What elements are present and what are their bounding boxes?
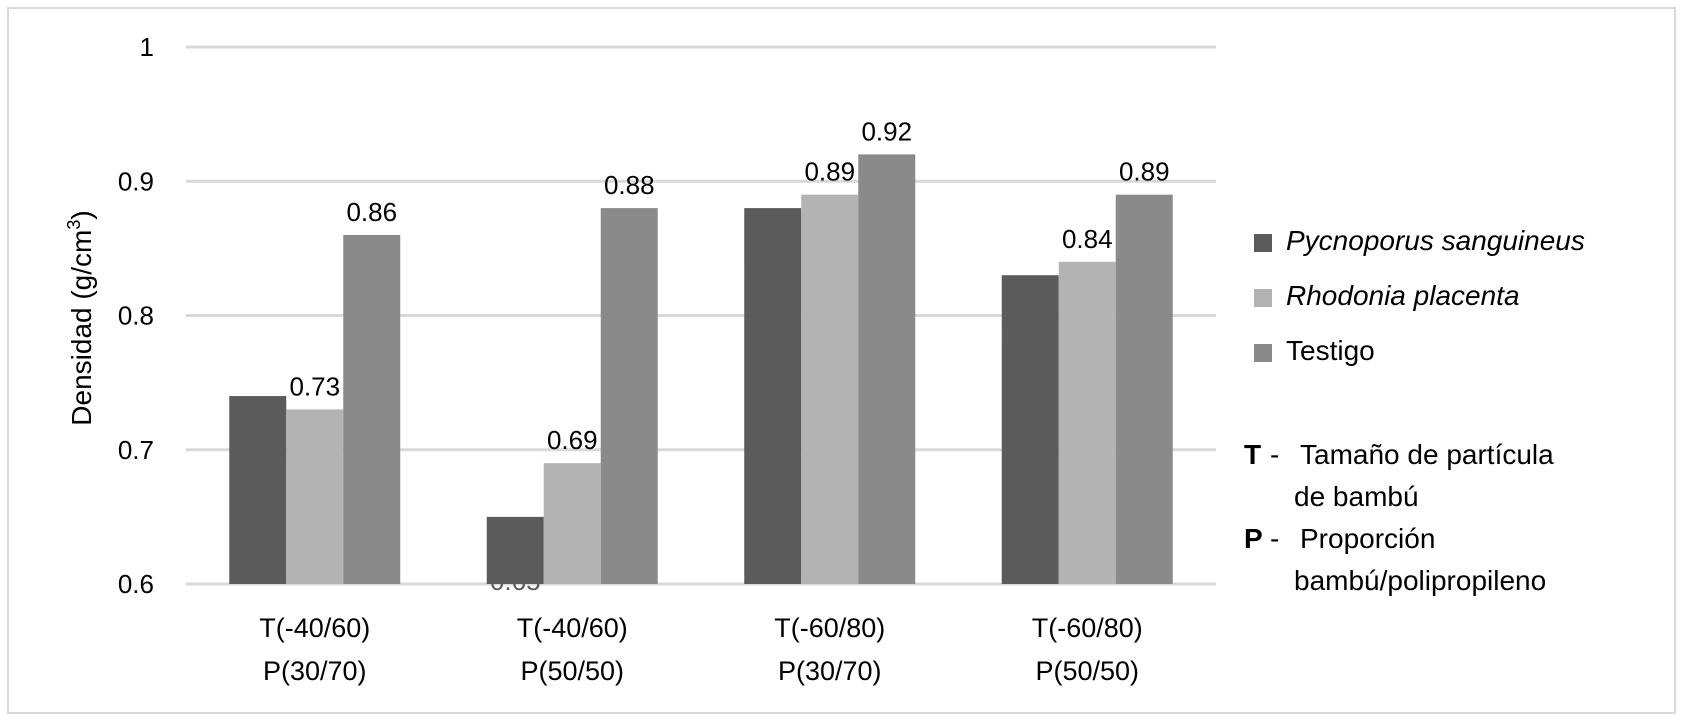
x-category-label: T(-40/60) [259, 613, 370, 643]
bar-1-3 [744, 208, 802, 584]
note-separator: - [1270, 439, 1280, 470]
bar-1-1 [229, 396, 287, 584]
data-label: 0.74 [232, 445, 283, 475]
data-label: 0.65 [490, 566, 541, 596]
data-label: 0.83 [1005, 324, 1056, 354]
note-p: P - Proporción [1244, 518, 1554, 560]
x-category-label: P(30/70) [263, 656, 367, 686]
data-label: 0.69 [547, 425, 598, 455]
bar-3-4 [1115, 194, 1173, 585]
legend-label: Rhodonia placenta [1286, 280, 1520, 311]
bar-2-4 [1058, 261, 1116, 584]
note-key: P [1244, 523, 1263, 554]
data-label: 0.88 [604, 170, 655, 200]
x-category-label: T(-60/80) [1032, 613, 1143, 643]
data-label: 0.92 [861, 116, 912, 146]
data-label: 0.73 [289, 371, 340, 401]
note-text: Proporción [1300, 523, 1436, 554]
bars [229, 154, 1173, 585]
note-p-continuation: bambú/polipropileno [1294, 565, 1547, 596]
legend-swatch [1254, 234, 1272, 252]
bar-3-2 [600, 208, 658, 584]
y-tick-label: 0.7 [118, 435, 154, 465]
note-text: Tamaño de partícula [1300, 439, 1554, 470]
bar-1-2 [486, 516, 544, 584]
y-tick-label: 1 [140, 32, 154, 62]
bar-2-3 [801, 194, 859, 585]
note-t-continuation: de bambú [1294, 481, 1419, 512]
abbreviation-notes: T - Tamaño de partícula de bambú P - Proporc… [1244, 434, 1554, 602]
data-label: 0.89 [804, 157, 855, 187]
legend-swatch [1254, 344, 1272, 362]
y-tick-label: 0.8 [118, 301, 154, 331]
y-axis-label: Densidad (g/cm3) [64, 210, 97, 425]
y-tick-label: 0.6 [118, 569, 154, 599]
note-separator: - [1270, 523, 1280, 554]
x-category-label: P(50/50) [520, 656, 624, 686]
note-key: T [1244, 439, 1262, 470]
y-tick-label: 0.9 [118, 166, 154, 196]
chart-frame [7, 7, 1676, 714]
data-label: 0.86 [346, 197, 397, 227]
category-labels: T(-40/60) P(30/70) T(-40/60) P(50/50) T(-60/… [259, 613, 1143, 686]
bar-2-1 [286, 409, 344, 584]
bar-3-3 [858, 154, 916, 584]
data-label: 0.88 [747, 257, 798, 287]
note-t: T - Tamaño de partícula [1244, 434, 1554, 476]
legend-swatch [1254, 289, 1272, 307]
data-label: 0.89 [1119, 157, 1170, 187]
x-category-label: T(-60/80) [774, 613, 885, 643]
legend-label: Pycnoporus sanguineus [1286, 225, 1585, 256]
y-axis-ticks: 0.6 0.7 0.8 0.9 1 [118, 32, 154, 599]
data-labels: 0.74 0.65 0.88 0.83 0.73 0.69 0.89 0.84 0.86 0.88… [232, 116, 1169, 595]
legend-label: Testigo [1286, 335, 1375, 366]
x-category-label: P(30/70) [778, 656, 882, 686]
bar-2-2 [543, 463, 601, 584]
x-category-label: T(-40/60) [517, 613, 628, 643]
x-category-label: P(50/50) [1035, 656, 1139, 686]
data-label: 0.84 [1062, 224, 1113, 254]
bar-3-1 [343, 234, 401, 584]
bar-1-4 [1001, 275, 1059, 584]
